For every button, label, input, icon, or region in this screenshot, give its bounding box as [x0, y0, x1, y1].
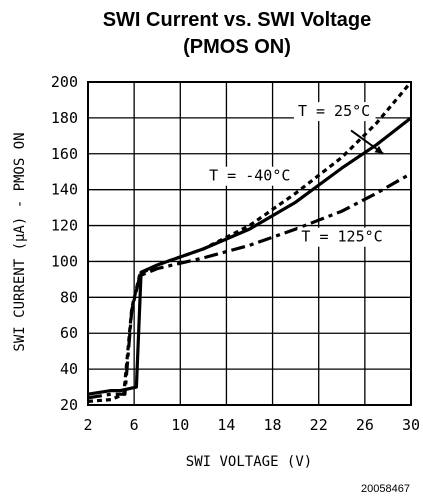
x-tick-label: 30 [402, 416, 420, 434]
y-tick-label: 160 [51, 145, 78, 163]
series-group [87, 80, 413, 403]
y-tick-label: 180 [51, 109, 78, 127]
annotations: T = 25°C T = -40°C T = 125°C [205, 102, 389, 247]
x-tick-label: 2 [83, 416, 92, 434]
x-tick-label: 14 [217, 416, 235, 434]
x-tick-label: 26 [356, 416, 374, 434]
y-tick-label: 80 [60, 288, 78, 306]
x-tick-label: 22 [310, 416, 328, 434]
series-annotation: T = 125°C [301, 228, 382, 246]
y-tick-label: 200 [51, 73, 78, 91]
series-line-1 [87, 116, 412, 396]
series-line-2 [87, 172, 412, 400]
x-tick-label: 6 [130, 416, 139, 434]
y-tick-label: 140 [51, 181, 78, 199]
annotation-bg [297, 227, 389, 247]
plot-frame [87, 81, 412, 406]
x-tick-labels: 2 6 10 14 18 22 26 30 [83, 416, 420, 434]
series-annotation: T = -40°C [209, 167, 290, 185]
x-tick-label: 10 [171, 416, 189, 434]
annotation-arrowhead [374, 145, 384, 154]
annotation-bg [205, 166, 296, 186]
x-tick-label: 18 [264, 416, 282, 434]
chart-title-line1: SWI Current vs. SWI Voltage [103, 9, 372, 31]
y-axis-label: SWI CURRENT (μA) - PMOS ON [12, 132, 28, 351]
y-tick-label: 100 [51, 252, 78, 270]
y-tick-label: 20 [60, 396, 78, 414]
figure-id: 20058467 [361, 483, 410, 495]
y-tick-label: 60 [60, 324, 78, 342]
annotation-bg [293, 102, 376, 122]
y-tick-label: 120 [51, 217, 78, 235]
x-axis-label: SWI VOLTAGE (V) [186, 454, 312, 470]
y-tick-labels: 20 40 60 80 100 120 140 160 180 200 [51, 73, 78, 414]
series-annotation: T = 25°C [298, 102, 370, 120]
y-tick-label: 40 [60, 360, 78, 378]
chart-title-line2: (PMOS ON) [183, 36, 291, 58]
